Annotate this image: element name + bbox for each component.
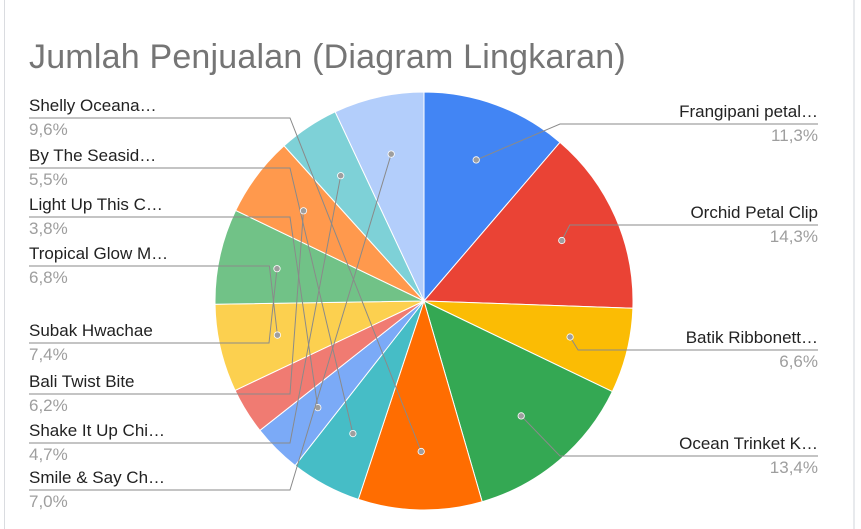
label-name-light-up-this-c: Light Up This C… [29, 195, 163, 214]
leader-line-tropical-glow-m [29, 265, 278, 336]
leader-dot-by-the-seasid [349, 429, 357, 438]
label-pct-smile-say-ch: 7,0% [29, 492, 68, 511]
leader-lines [29, 117, 818, 491]
leader-line-frangipani-petal [476, 123, 818, 161]
leader-dot-ocean-trinket-k [517, 412, 525, 420]
slice-frangipani-petal[interactable] [423, 91, 561, 303]
slice-ocean-trinket-k[interactable] [423, 300, 614, 503]
label-pct-batik-ribbonett: 6,6% [779, 352, 818, 371]
label-name-tropical-glow-m: Tropical Glow M… [29, 244, 168, 263]
label-name-frangipani-petal: Frangipani petal… [679, 102, 818, 121]
label-pct-shelly-oceana: 9,6% [29, 120, 68, 139]
label-pct-tropical-glow-m: 6,8% [29, 268, 68, 287]
leader-dot-subak-hwachae [273, 265, 281, 273]
slice-shelly-oceana[interactable] [357, 299, 483, 511]
slice-labels: Frangipani petal… 11,3% Orchid Petal Clip 1… [29, 96, 818, 511]
leader-line-batik-ribbonett [569, 336, 818, 351]
pie-slices [214, 91, 634, 511]
label-name-smile-say-ch: Smile & Say Ch… [29, 468, 165, 487]
label-pct-by-the-seasid: 5,5% [29, 170, 68, 189]
leader-line-smile-say-ch [29, 153, 392, 491]
leader-dot-shelly-oceana [417, 447, 425, 456]
leader-dot-smile-say-ch [387, 150, 395, 158]
leader-line-shake-it-up-chi [29, 175, 342, 444]
label-pct-bali-twist-bite: 6,2% [29, 396, 68, 415]
right-border [853, 0, 855, 529]
slice-subak-hwachae[interactable] [214, 209, 425, 305]
leader-dot-shake-it-up-chi [337, 172, 345, 180]
leader-dot-orchid-petal-clip [558, 236, 566, 245]
label-name-orchid-petal-clip: Orchid Petal Clip [690, 203, 818, 222]
leader-line-orchid-petal-clip [561, 224, 818, 241]
label-name-ocean-trinket-k: Ocean Trinket K… [679, 434, 818, 453]
leader-dot-tropical-glow-m [273, 331, 281, 339]
leader-line-subak-hwachae [29, 268, 278, 344]
leader-line-by-the-seasid [29, 167, 354, 434]
leader-dot-bali-twist-bite [299, 207, 308, 215]
label-pct-frangipani-petal: 11,3% [771, 126, 818, 145]
label-pct-orchid-petal-clip: 14,3% [770, 227, 818, 246]
label-name-shake-it-up-chi: Shake It Up Chi… [29, 421, 165, 440]
label-name-subak-hwachae: Subak Hwachae [29, 321, 153, 340]
label-name-shelly-oceana: Shelly Oceana… [29, 96, 157, 115]
label-pct-shake-it-up-chi: 4,7% [29, 445, 68, 464]
label-name-by-the-seasid: By The Seasid… [29, 146, 156, 165]
chart-title: Jumlah Penjualan (Diagram Lingkaran) [29, 38, 626, 76]
label-name-batik-ribbonett: Batik Ribbonett… [686, 328, 818, 347]
label-pct-ocean-trinket-k: 13,4% [770, 458, 818, 477]
slice-orchid-petal-clip[interactable] [422, 141, 634, 309]
label-pct-subak-hwachae: 7,4% [29, 345, 68, 364]
leader-dot-batik-ribbonett [566, 333, 574, 341]
label-pct-light-up-this-c: 3,8% [29, 219, 68, 238]
leader-line-shelly-oceana [29, 117, 422, 452]
slice-smile-say-ch[interactable] [334, 91, 425, 302]
leader-dot-frangipani-petal [472, 156, 480, 164]
leader-line-ocean-trinket-k [520, 415, 818, 457]
leader-line-bali-twist-bite [29, 210, 304, 395]
label-name-bali-twist-bite: Bali Twist Bite [29, 372, 135, 391]
left-border [4, 0, 5, 529]
